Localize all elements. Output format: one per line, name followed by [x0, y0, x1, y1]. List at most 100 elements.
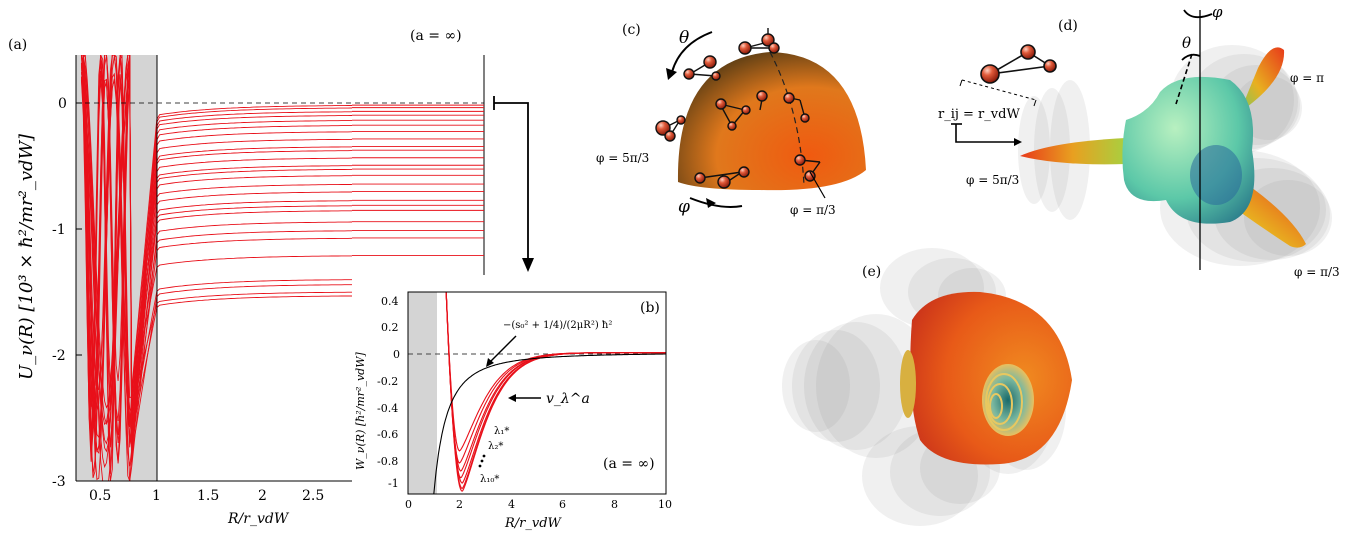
panel-b-condition: (a = ∞) [603, 456, 655, 472]
phi-rotation-arrow [1183, 9, 1213, 19]
xtick-a-2: 1.5 [197, 488, 219, 504]
state-label-10: λ₁₀* [480, 474, 499, 485]
theta-arrow [671, 31, 713, 73]
theta-arrowhead [666, 68, 677, 80]
xtick-b-4: 8 [611, 498, 618, 511]
meridian-dashed [769, 51, 805, 186]
panel-d: (d) φ θ φ = π φ = 5π/3 φ = π/3 [938, 3, 1340, 279]
panel-a-label: (a) [8, 37, 27, 53]
ytick-b-5: -0.6 [377, 428, 398, 441]
state-ellipsis [478, 454, 486, 468]
xtick-b-3: 6 [559, 498, 566, 511]
lobe-5pi3 [1020, 138, 1126, 165]
xtick-a-1: 1 [152, 488, 161, 504]
ytick-b-3: -0.2 [377, 375, 398, 388]
ytick-b-7: -1 [388, 477, 399, 490]
theta-label-d: θ [1182, 34, 1191, 52]
panel-c-label: (c) [622, 22, 641, 38]
ytick-b-4: -0.4 [377, 402, 398, 415]
ytick-b-0: 0.4 [381, 295, 399, 308]
panel-a-condition: (a = ∞) [410, 28, 462, 44]
phi-pi3-d: φ = π/3 [1294, 265, 1340, 279]
ylabel-a: U_ν(R) [10³ × ħ²/mr²_vdW] [16, 133, 37, 380]
lobe-pi [1240, 47, 1285, 112]
density-cavity [1190, 145, 1242, 205]
axis-frame-b [407, 291, 667, 495]
xtick-a-3: 2 [258, 488, 267, 504]
state-label-1: λ₁* [494, 426, 509, 437]
panel-e: (e) [782, 248, 1072, 526]
xticks-b: 0 2 4 6 8 10 [405, 498, 672, 511]
panel-a-curves [80, 55, 352, 481]
potential-curve-a-23 [80, 55, 352, 429]
potential-curve-a-14 [81, 55, 352, 467]
potential-curve-a-25 [81, 70, 352, 457]
barrier-curve-b [433, 353, 666, 494]
potential-curve-a-20 [80, 55, 352, 481]
yellow-edge [900, 350, 916, 418]
phi-5pi3-c: φ = 5π/3 [596, 151, 649, 165]
panel-b-curves [433, 292, 666, 494]
xtick-b-5: 10 [658, 498, 672, 511]
phi-arrowhead [706, 198, 716, 208]
ytick-b-6: -0.8 [377, 455, 398, 468]
potential-curve-a-19 [80, 55, 352, 464]
pointer-pi3-c [809, 171, 826, 199]
ytick-b-1: 0.2 [381, 321, 399, 334]
potential-curve-a-5 [80, 63, 352, 426]
panel-b-label: (b) [640, 300, 660, 316]
ytick-a-0: 0 [58, 96, 67, 112]
potential-curve-a-24 [80, 55, 352, 451]
xtick-b-0: 0 [405, 498, 412, 511]
potential-curve-a-26 [81, 55, 352, 428]
panel-b: (b) (a = ∞) 0.4 0.2 0 -0.2 -0.4 -0.6 -0.… [354, 277, 684, 535]
trimer-d [980, 44, 1057, 84]
panel-b-background [356, 277, 684, 535]
arrow-barrier [486, 335, 517, 367]
ytick-a-2: -2 [52, 348, 66, 364]
potential-curve-a-21 [81, 55, 352, 453]
state-label-2: λ₂* [488, 441, 503, 452]
ytick-a-1: -1 [52, 222, 66, 238]
phi-label-c: φ [678, 197, 690, 217]
green-density-body [1122, 76, 1255, 224]
arrow-a-to-b [493, 96, 534, 272]
arrow-rij [951, 123, 1022, 146]
phi-label-d: φ [1212, 3, 1223, 21]
swirl-rings [982, 364, 1034, 436]
yticks-a: 0 -1 -2 -3 [52, 96, 82, 490]
annotation-barrier: −(s₀² + 1/4)/(2μR²) ħ² [503, 320, 612, 331]
xlabel-b: R/r_vdW [504, 516, 563, 531]
ytick-b-2: 0 [393, 348, 400, 361]
yticks-b: 0.4 0.2 0 -0.2 -0.4 -0.6 -0.8 -1 [377, 295, 400, 490]
theta-dashed-d [1175, 53, 1193, 105]
xlabel-a: R/r_vdW [227, 511, 290, 527]
xticks-a: 0.5 1 1.5 2 2.5 [89, 488, 324, 504]
xtick-b-2: 4 [508, 498, 515, 511]
potential-curve-a-6 [80, 55, 352, 481]
panel-d-label: (d) [1058, 18, 1078, 34]
panel-c: (c) θ φ φ = 5π/3 φ = π/3 [596, 22, 866, 217]
arrow-potential [508, 394, 541, 402]
potential-curve-a-1 [81, 55, 352, 409]
ytick-a-3: -3 [52, 474, 66, 490]
panel-e-label: (e) [862, 264, 881, 280]
potential-curve-a-27 [81, 55, 352, 463]
rij-label: r_ij = r_vdW [938, 107, 1020, 122]
theta-arrow-d [1181, 53, 1201, 61]
xtick-a-4: 2.5 [302, 488, 324, 504]
annotation-potential: v_λ^a [546, 391, 590, 407]
phi-arrow [689, 197, 743, 208]
forbidden-region-b [408, 292, 437, 494]
rij-bracket [959, 79, 1037, 107]
hemisphere-dome [677, 52, 866, 191]
xtick-a-0: 0.5 [89, 488, 111, 504]
phi-pi3-c: φ = π/3 [790, 203, 836, 217]
panel-a: (a) (a = ∞) 0 -1 -2 -3 0.5 1 1.5 2 2.5 R [8, 28, 534, 527]
trimer-molecules [655, 28, 821, 189]
ylabel-b: W_ν(R) [ħ²/mr²_vdW] [354, 351, 367, 470]
potential-curves-a-extension [352, 104, 484, 256]
phi-pi-d: φ = π [1290, 71, 1324, 85]
phi-5pi3-d: φ = 5π/3 [966, 173, 1019, 187]
